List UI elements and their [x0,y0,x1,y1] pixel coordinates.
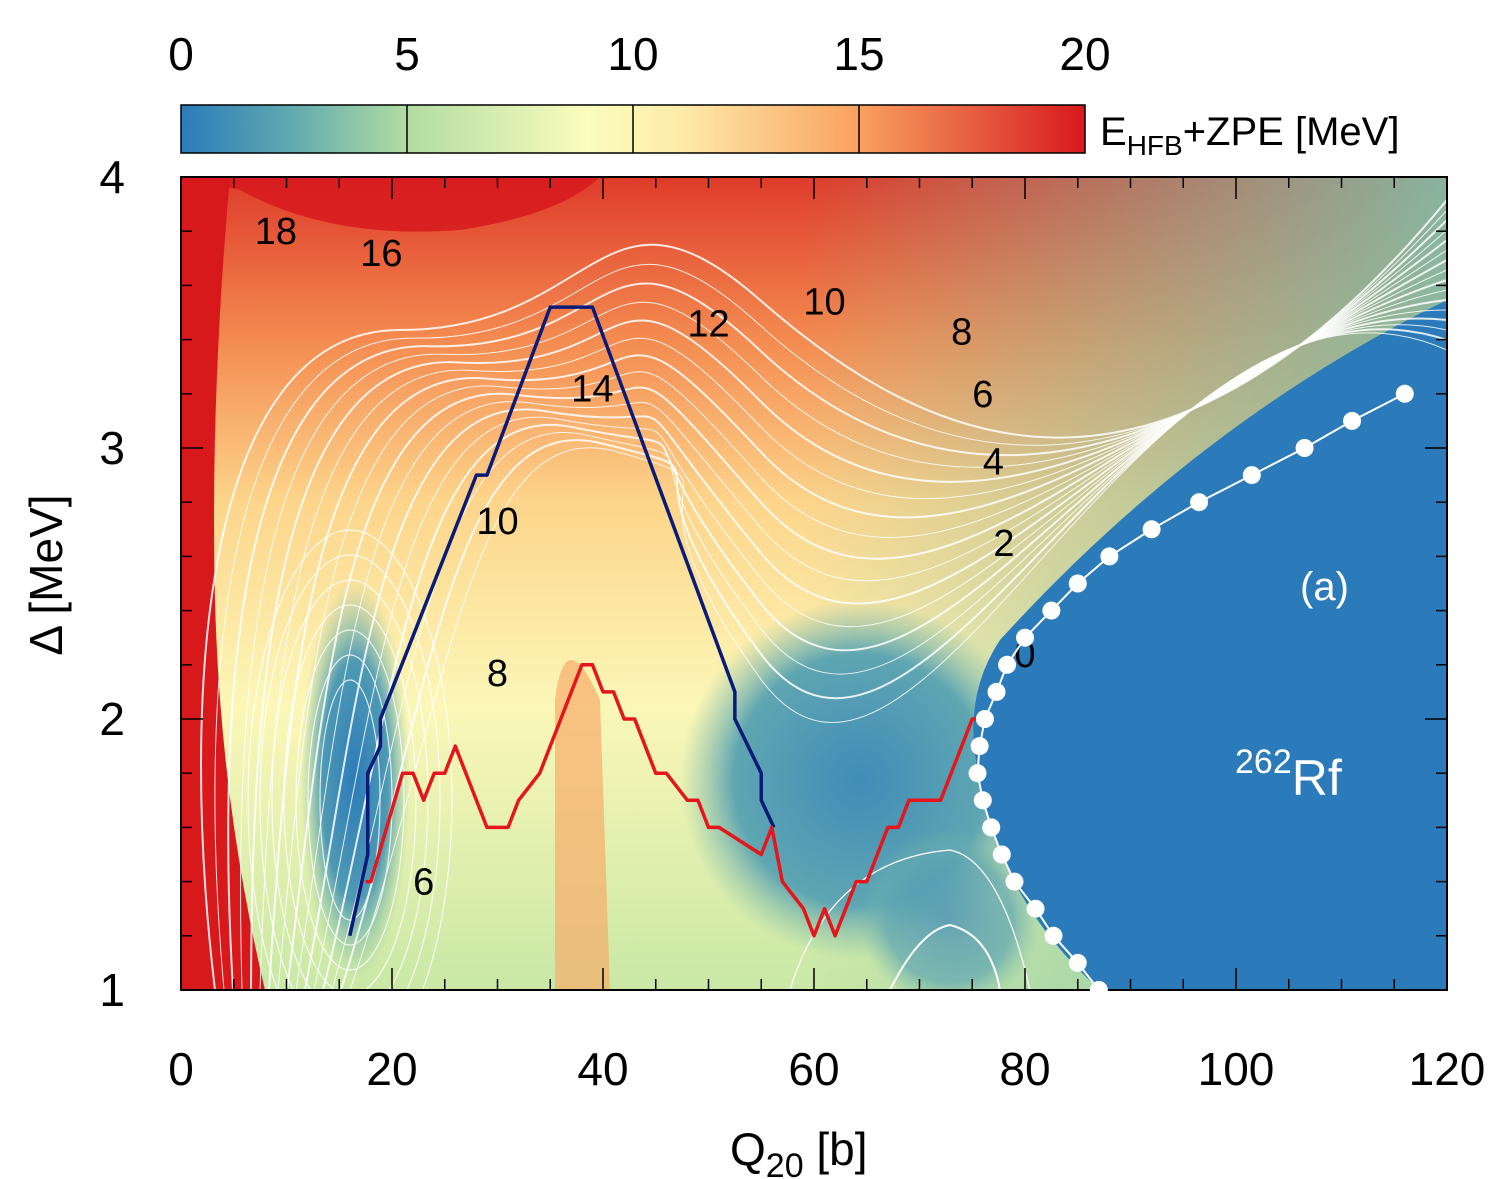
contour-label: 14 [571,368,613,410]
x-tick-label: 100 [1198,1043,1275,1095]
boundary-point [1005,872,1024,891]
colorbar-tick-label: 20 [1059,28,1110,80]
contour-lines [200,199,1447,990]
y-tick-label: 3 [99,422,125,474]
boundary-point [982,818,1001,837]
panel-label: (a) [1300,565,1349,609]
contour-line [268,259,1447,990]
boundary-point [987,682,1006,701]
boundary-point [1142,520,1161,539]
colorbar-tick-label: 0 [168,28,194,80]
contour-line [304,299,1447,990]
boundary-point [998,655,1017,674]
contour-line [240,229,1447,990]
contour-line [349,332,1447,990]
boundary-point [1295,439,1314,457]
contour-line [247,529,453,990]
contour-label: 10 [476,501,518,543]
contour-line [283,604,417,990]
boundary-point [1042,601,1061,620]
contour-label: 6 [972,374,993,416]
boundary-point [1044,926,1063,945]
contour-label: 2 [993,523,1014,565]
contour-line [214,209,1447,990]
boundary-point [968,764,987,783]
contour-label: 8 [951,311,972,353]
x-tick-label: 0 [168,1043,194,1095]
colorbar-tick-label: 10 [607,28,658,80]
contour-line [227,219,1447,990]
path-line-0 [348,305,776,937]
colorbar-tick-label: 15 [833,28,884,80]
contour-label: 4 [983,442,1004,484]
x-tick-label: 20 [366,1043,417,1095]
y-tick-label: 4 [99,151,125,203]
contour-line [250,239,1447,990]
contour-line [295,629,405,971]
boundary-point [1242,466,1261,485]
x-tick-label: 80 [999,1043,1050,1095]
boundary-point [1343,411,1362,430]
nucleus-label: 262Rf [1235,743,1342,806]
boundary-point [973,791,992,810]
contour-line [889,923,1001,990]
contour-label: 8 [487,653,508,695]
contour-line [259,249,1447,990]
boundary-point [1068,574,1087,593]
colorbar-title: EHFB+ZPE [MeV] [1100,110,1399,161]
boundary-point [1190,493,1209,512]
boundary-point [1100,547,1119,566]
contour-line [259,554,441,990]
contour-line [319,679,381,921]
colorbar: 0 5 10 15 20 EHFB+ZPE [MeV] [168,28,1399,161]
contour-label: 6 [413,862,434,904]
y-tick-label: 1 [99,964,125,1016]
contour-line [340,328,1447,990]
contour-line [200,199,1447,990]
axis-ticks [180,176,1448,991]
boundary-point [1016,628,1034,647]
x-axis-title: Q20 [b] [730,1123,868,1179]
x-tick-label: 40 [577,1043,628,1095]
boundary-point [1026,899,1045,918]
boundary-point [992,845,1011,864]
colorbar-tick-label: 5 [394,28,420,80]
contour-line [307,654,393,946]
boundary-point [1395,384,1414,403]
x-tick-label: 120 [1409,1043,1486,1095]
contour-label: 12 [687,303,729,345]
path-line-1 [365,663,989,938]
boundary-point [1068,953,1087,972]
contour-line [277,269,1447,990]
y-axis-title: Δ [MeV] [20,494,72,655]
contour-line [286,279,1447,990]
contour-line [271,579,429,990]
contour-label: 18 [255,211,297,253]
x-tick-label: 60 [788,1043,839,1095]
boundary-point [975,710,994,728]
contour-label: 10 [803,282,845,324]
y-tick-label: 2 [99,693,125,745]
boundary-point [1089,981,1108,999]
boundary-point [970,737,989,756]
contour-line [313,309,1447,990]
contour-line [295,289,1447,990]
contour-label: 16 [360,233,402,275]
